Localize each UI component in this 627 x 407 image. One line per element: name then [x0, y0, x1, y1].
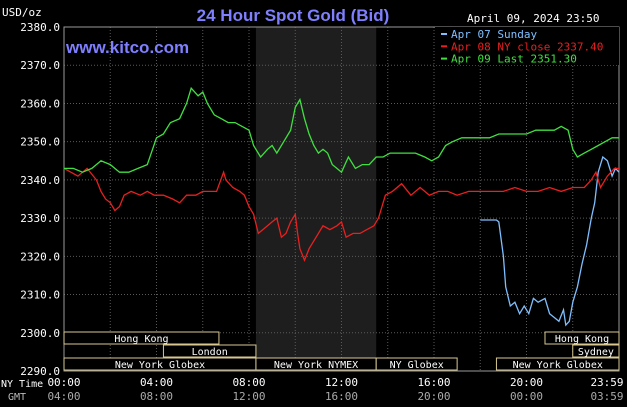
ny-session-shade [255, 27, 377, 371]
ny-time-caption: NY Time [1, 379, 43, 390]
market-sessions: Hong Kong Hong Kong London Sydney New York G… [63, 331, 620, 371]
unit-label: USD/oz [2, 6, 42, 19]
session-label: New York NYMEX [274, 360, 358, 371]
session-label: London [192, 347, 228, 358]
y-axis-ticks: 2380.0 2370.0 2360.0 2350.0 2340.0 2330.0 2320… [20, 21, 60, 378]
price-series [63, 86, 620, 327]
session-label: Sydney [578, 347, 614, 358]
y-tick-label: 2290.0 [20, 365, 60, 378]
y-tick-label: 2380.0 [20, 21, 60, 34]
y-tick-label: 2370.0 [20, 59, 60, 72]
legend-entry: Apr 08 NY close 2337.40 [451, 40, 603, 53]
x-tick-ny: 12:00 [325, 376, 358, 389]
x-tick-gmt: 08:00 [140, 390, 173, 403]
session-box [375, 357, 458, 371]
x-tick-gmt: 20:00 [417, 390, 450, 403]
session-label: New York Globex [513, 360, 603, 371]
x-tick-ny: 08:00 [232, 376, 265, 389]
x-tick-gmt: 03:59 [590, 390, 623, 403]
session-label: New York Globex [115, 360, 205, 371]
chart-title: 24 Hour Spot Gold (Bid) [197, 6, 390, 25]
timestamp: April 09, 2024 23:50 [467, 12, 599, 25]
legend-box [435, 27, 619, 65]
x-tick-gmt: 04:00 [47, 390, 80, 403]
x-axis-ticks: 00:00 04:00 08:00 12:00 16:00 20:00 23:5904:00… [47, 376, 623, 403]
y-tick-label: 2300.0 [20, 327, 60, 340]
y-tick-label: 2340.0 [20, 174, 60, 187]
y-tick-label: 2360.0 [20, 97, 60, 110]
x-tick-ny: 04:00 [140, 376, 173, 389]
session-label: NY Globex [390, 360, 444, 371]
y-tick-label: 2330.0 [20, 212, 60, 225]
session-label: Hong Kong [114, 334, 168, 345]
series-line [64, 86, 619, 174]
x-tick-ny: 16:00 [417, 376, 450, 389]
session-box [544, 331, 620, 345]
series-line [63, 167, 619, 262]
series-line [480, 155, 620, 327]
x-tick-ny: 23:59 [590, 376, 623, 389]
x-tick-gmt: 16:00 [325, 390, 358, 403]
session-box [162, 344, 257, 358]
y-tick-label: 2320.0 [20, 250, 60, 263]
legend-entry: Apr 09 Last 2351.30 [451, 53, 577, 66]
session-label: Hong Kong [555, 334, 609, 345]
y-tick-label: 2350.0 [20, 136, 60, 149]
session-box [63, 331, 220, 345]
x-tick-gmt: 00:00 [510, 390, 543, 403]
session-box [495, 357, 620, 371]
x-tick-ny: 20:00 [510, 376, 543, 389]
legend-entry: Apr 07 Sunday [451, 28, 537, 41]
y-tick-label: 2310.0 [20, 289, 60, 302]
watermark: www.kitco.com [65, 38, 189, 57]
x-tick-ny: 00:00 [47, 376, 80, 389]
gmt-caption: GMT [8, 392, 26, 403]
session-box [572, 344, 620, 358]
plot-frame [63, 26, 620, 372]
x-tick-gmt: 12:00 [232, 390, 265, 403]
grid [63, 26, 620, 372]
